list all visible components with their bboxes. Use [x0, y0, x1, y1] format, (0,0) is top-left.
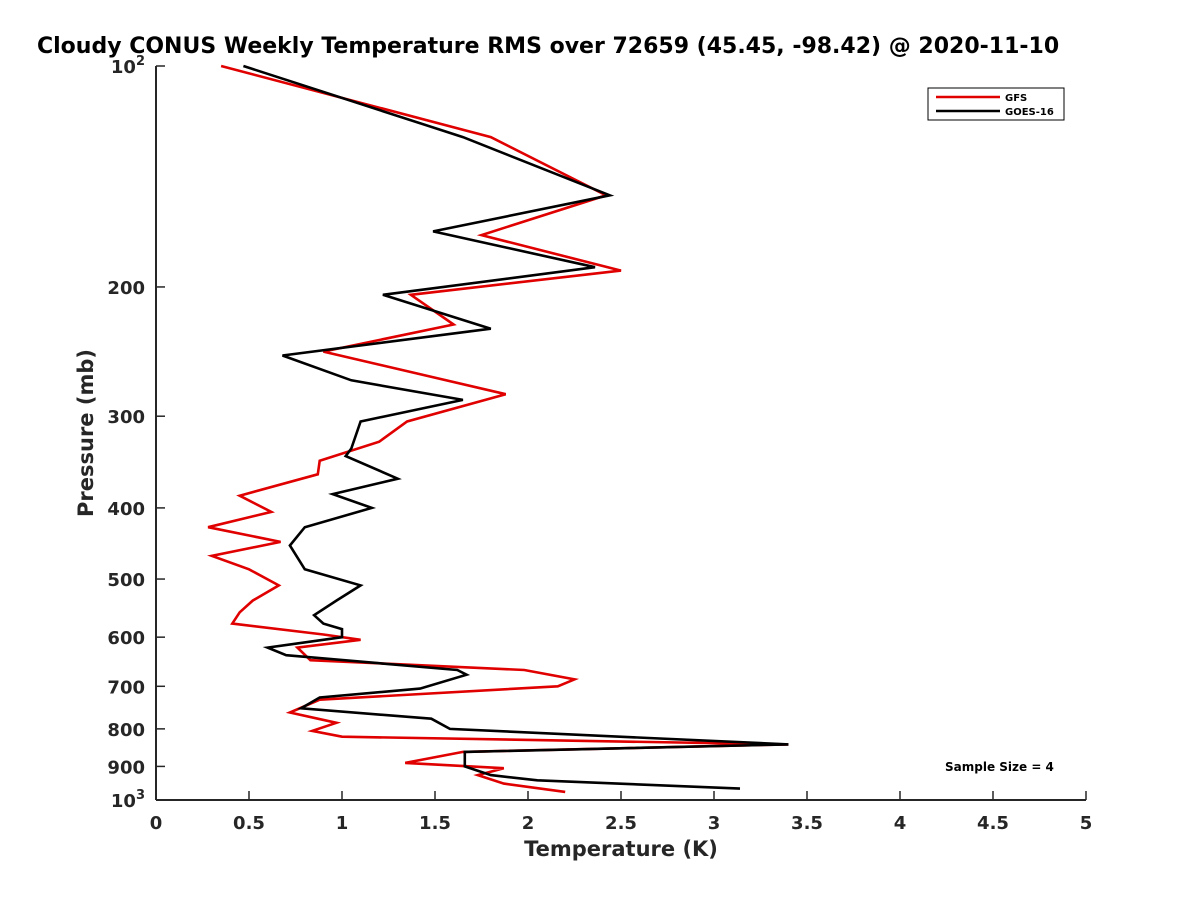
y-axis-label: Pressure (mb) [74, 349, 98, 517]
y-tick-label: 400 [107, 499, 145, 520]
x-tick-label: 2.5 [605, 813, 637, 834]
x-tick-label: 1 [336, 813, 349, 834]
legend-label-gfs: GFS [1005, 93, 1027, 104]
legend-label-goes16: GOES-16 [1005, 107, 1054, 118]
y-tick-label: 600 [107, 628, 145, 649]
x-tick-label: 0 [150, 813, 163, 834]
legend: GFS GOES-16 [927, 87, 1065, 121]
x-axis-label: Temperature (K) [524, 837, 718, 861]
x-tick-label: 3 [708, 813, 721, 834]
x-tick-label: 4.5 [977, 813, 1009, 834]
y-tick-label: 300 [107, 407, 145, 428]
series-line-goes16 [242, 64, 789, 790]
y-ticks: 102 200 300 400 500 600 700 800 900 103 [107, 54, 165, 812]
x-tick-label: 1.5 [419, 813, 451, 834]
y-tick-label: 500 [107, 570, 145, 591]
y-tick-label: 200 [107, 278, 145, 299]
x-tick-label: 5 [1080, 813, 1093, 834]
chart-title: Cloudy CONUS Weekly Temperature RMS over… [37, 34, 1059, 59]
y-tick-label: 102 [111, 54, 145, 78]
plot-area [206, 64, 789, 794]
x-tick-label: 2 [522, 813, 535, 834]
y-tick-label: 900 [107, 757, 145, 778]
x-tick-label: 4 [894, 813, 907, 834]
y-tick-label: 700 [107, 677, 145, 698]
x-tick-label: 0.5 [233, 813, 265, 834]
x-ticks: 0 0.5 1 1.5 2 2.5 3 3.5 4 4.5 5 [150, 791, 1093, 834]
y-tick-label: 800 [107, 720, 145, 741]
series-line-gfs [206, 64, 789, 794]
x-tick-label: 3.5 [791, 813, 823, 834]
y-tick-label: 103 [111, 788, 145, 812]
axes [155, 66, 1086, 801]
legend-box [927, 87, 1065, 121]
sample-size-annotation: Sample Size = 4 [945, 760, 1054, 774]
